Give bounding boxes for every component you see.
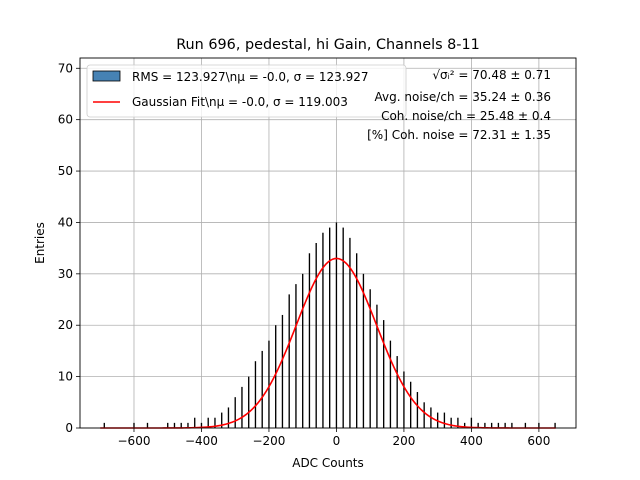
histogram-bar [409,381,412,428]
histogram-bar [248,376,250,428]
histogram-bar [261,350,263,428]
histogram-bar [180,422,182,428]
x-tick-label: −600 [118,434,151,448]
histogram-bar [200,422,203,428]
histogram-bar [554,422,556,428]
histogram-bar [369,289,371,428]
histogram-bar [322,232,324,428]
histogram-bar [356,253,358,428]
histogram-bar [234,397,236,428]
histogram-bar [207,417,209,428]
legend: RMS = 123.927\nμ = -0.0, σ = 123.927 Gau… [86,64,407,118]
x-axis-label: ADC Counts [292,456,364,470]
y-tick-label: 60 [58,113,73,127]
histogram-bar [227,407,230,428]
histogram-bar [403,371,405,428]
y-tick-label: 40 [58,215,73,229]
plot-area: −600 −400 −200 0 200 400 600 0 10 20 30 40 50 60 70 [58,57,577,448]
plot-frame [79,57,577,429]
histogram-bar [103,422,105,428]
histogram-bar [362,273,365,428]
legend-patch-rms [92,70,121,82]
histogram-bar [133,422,135,428]
histogram-bar [463,422,466,428]
y-tick-label: 0 [65,421,73,435]
histogram-bar [214,417,216,428]
x-tick-label: 0 [333,434,341,448]
histogram-bar [329,227,331,428]
histogram-bar [484,422,486,428]
annotation-avg-noise: Avg. noise/ch = 35.24 ± 0.36 [375,90,551,104]
y-tick-label: 50 [58,164,73,178]
histogram-bar [288,294,290,428]
x-tick-label: 200 [392,434,415,448]
histogram-bar [511,422,513,428]
histogram-bar [187,422,189,428]
x-tick-label: −400 [185,434,218,448]
y-axis-label: Entries [33,222,47,264]
x-tick-label: −200 [252,434,285,448]
histogram-bar [349,237,351,428]
histogram-bar [504,422,506,428]
histogram-bar [335,222,338,428]
y-tick-label: 30 [58,267,73,281]
legend-label-rms: RMS = 123.927\nμ = -0.0, σ = 123.927 [132,70,369,84]
histogram-bar [342,227,344,428]
y-tick-label: 10 [58,370,73,384]
histogram-bar [538,422,540,428]
histogram-bar [281,314,284,428]
annotation-coh-noise-percent: [%] Coh. noise = 72.31 ± 1.35 [367,128,551,142]
annotation-coh-noise: Coh. noise/ch = 25.48 ± 0.4 [381,109,551,123]
histogram-bar [490,422,493,428]
histogram-bar [254,361,257,428]
histogram-bars [103,222,556,428]
y-axis-ticks: 0 10 20 30 40 50 60 70 [58,61,80,435]
histogram-bar [275,325,277,428]
histogram-bar [389,340,392,428]
histogram-bar [443,412,446,428]
y-tick-label: 70 [58,61,73,75]
chart-title: Run 696, pedestal, hi Gain, Channels 8-1… [176,37,480,53]
histogram-bar [194,417,196,428]
y-tick-label: 20 [58,318,73,332]
histogram-bar [376,304,378,428]
histogram-bar [470,417,473,428]
histogram-bar [241,386,243,428]
histogram-bar [382,320,385,428]
histogram-bar [302,273,304,428]
histogram-bar [146,422,149,428]
histogram-bar [450,417,452,428]
histogram-bar [315,243,317,428]
histogram-bar [423,402,425,428]
legend-box [86,64,407,118]
histogram-bar [268,340,270,428]
histogram-bar [396,356,398,428]
legend-label-fit: Gaussian Fit\nμ = -0.0, σ = 119.003 [132,95,348,109]
histogram-bar [524,422,527,428]
x-tick-label: 400 [460,434,483,448]
histogram-bar [167,422,169,428]
histogram-bar [497,422,500,428]
annotations: √σᵢ² = 70.48 ± 0.71 Avg. noise/ch = 35.2… [367,68,551,142]
histogram-bar [457,417,459,428]
x-axis-ticks: −600 −400 −200 0 200 400 600 [118,428,550,448]
histogram-bar [221,412,223,428]
histogram-bar [477,422,479,428]
x-tick-label: 600 [527,434,550,448]
histogram-bar [173,422,176,428]
histogram-bar [308,253,311,428]
histogram-bar [416,392,419,428]
annotation-sigma-sum: √σᵢ² = 70.48 ± 0.71 [432,68,551,82]
histogram-bar [295,284,297,428]
